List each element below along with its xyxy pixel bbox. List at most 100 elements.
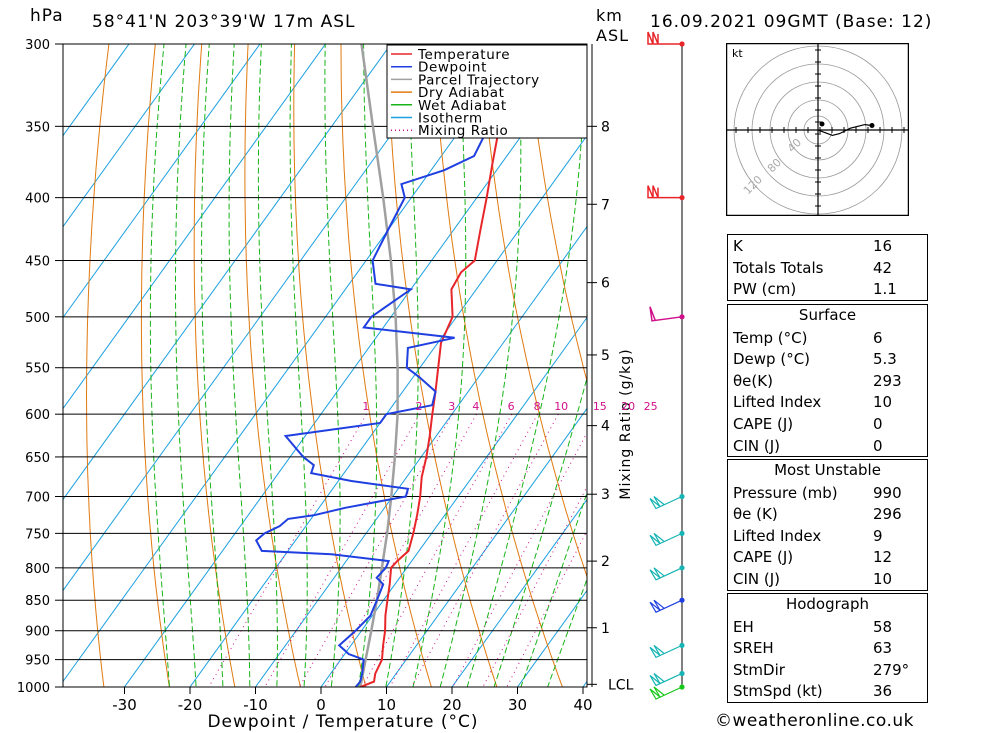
mixing-ratio-label: 1 — [362, 400, 369, 413]
hodo-stat-key: SREH — [733, 639, 774, 658]
wind-barb — [649, 597, 685, 613]
index-row: Totals Totals 42 — [728, 257, 927, 279]
mu-key: θe (K) — [733, 505, 778, 524]
dry-adiabat-line — [193, 44, 236, 687]
pressure-tick-label: 450 — [25, 255, 50, 270]
surface-row: CAPE (J) 0 — [728, 413, 927, 435]
pressure-tick-label: 300 — [25, 38, 50, 53]
mixing-ratio-label: 10 — [554, 400, 568, 413]
mixing-ratio-line — [324, 413, 477, 687]
isotherm-line — [63, 44, 130, 137]
mixing-ratio-label: 6 — [508, 400, 515, 413]
temp-tick-label: 20 — [442, 696, 461, 714]
hodograph-trace — [817, 123, 873, 137]
km-tick-label: 5 — [601, 348, 610, 364]
surface-row: CIN (J) 0 — [728, 435, 927, 457]
mu-row: CAPE (J) 12 — [728, 546, 927, 568]
isotherm-line — [254, 225, 587, 687]
wet-adiabat-line — [520, 491, 587, 687]
legend-label: Parcel Trajectory — [418, 72, 540, 88]
hodo-stat-row: EH 58 — [728, 616, 927, 638]
index-row: K 16 — [728, 235, 927, 257]
legend-label: Dewpoint — [418, 60, 487, 76]
pressure-tick-label: 550 — [25, 362, 50, 377]
km-tick-label: 1 — [601, 621, 610, 637]
index-key: K — [733, 237, 743, 255]
surface-key: CIN (J) — [733, 436, 781, 455]
dry-adiabat-line — [944, 44, 1000, 687]
wet-adiabat-line — [257, 44, 278, 687]
hodograph-endpoint — [869, 123, 875, 128]
pressure-tick-label: 350 — [25, 120, 50, 135]
surface-table: Surface Temp (°C) 6 Dewp (°C) 5.3 θe(K) 293 Li… — [727, 304, 928, 458]
surface-value: 5.3 — [873, 350, 897, 369]
wet-adiabat-line — [412, 44, 467, 687]
hodo-stat-value: 36 — [873, 682, 893, 701]
hodo-stat-value: 279° — [873, 660, 910, 679]
mu-value: 9 — [873, 526, 883, 545]
mu-key: Lifted Index — [733, 526, 822, 545]
x-axis-title: Dewpoint / Temperature (°C) — [207, 712, 478, 732]
wind-barb — [649, 642, 685, 659]
index-key: PW (cm) — [733, 280, 797, 299]
mu-row: CIN (J) 10 — [728, 568, 927, 590]
unit-asl-label: ASL — [596, 26, 630, 45]
index-row: PW (cm) 1.1 — [728, 278, 927, 300]
most-unstable-title: Most Unstable — [774, 461, 881, 479]
isotherm-line — [63, 44, 65, 46]
isotherm-line — [63, 44, 261, 319]
legend-box — [386, 44, 588, 139]
wind-barb — [649, 493, 685, 510]
location-title: 58°41'N 203°39'W 17m ASL — [92, 12, 356, 32]
mu-key: CIN (J) — [733, 569, 781, 588]
surface-value: 0 — [873, 414, 883, 433]
pressure-tick-label: 850 — [25, 594, 50, 609]
legend-label: Isotherm — [418, 111, 483, 127]
isotherm-line — [63, 44, 392, 501]
unit-km-label: km — [596, 6, 623, 25]
unit-hpa-label: hPa — [30, 6, 64, 26]
mu-value: 296 — [873, 505, 902, 524]
surface-value: 10 — [873, 393, 893, 412]
isotherm-line — [63, 44, 196, 228]
dry-adiabat-line — [526, 44, 587, 384]
pressure-tick-label: 800 — [25, 562, 50, 577]
pressure-tick-label: 600 — [25, 408, 50, 423]
temp-tick-label: 0 — [316, 696, 326, 714]
temp-tick-label: -30 — [112, 696, 137, 714]
mu-value: 990 — [873, 483, 902, 502]
mu-row: θe (K) 296 — [728, 503, 927, 525]
wet-adiabat-line — [149, 44, 171, 687]
wet-adiabat-line — [547, 577, 587, 687]
km-tick-label: 2 — [601, 554, 610, 570]
hodo-stat-value: 58 — [873, 617, 893, 636]
wind-barb — [649, 684, 685, 700]
temp-tick-label: 30 — [508, 696, 527, 714]
km-tick-label: 4 — [601, 419, 610, 435]
mu-key: Pressure (mb) — [733, 483, 838, 502]
mixing-ratio-label: 3 — [448, 400, 455, 413]
pressure-tick-label: 400 — [25, 192, 50, 207]
hodo-stat-row: SREH 63 — [728, 637, 927, 659]
hodo-stat-row: StmSpd (kt) 36 — [728, 680, 927, 702]
dry-adiabat-line — [85, 44, 110, 687]
wet-adiabat-line — [228, 44, 251, 687]
hodo-stat-key: StmSpd (kt) — [733, 682, 823, 701]
dry-adiabat-line — [293, 44, 367, 687]
credit-link[interactable]: ©weatheronline.co.uk — [715, 711, 915, 731]
surface-row: Temp (°C) 6 — [728, 327, 927, 349]
pressure-tick-label: 650 — [25, 451, 50, 466]
mu-value: 10 — [873, 569, 893, 588]
temperature-line — [359, 44, 510, 687]
hodo-stat-key: StmDir — [733, 660, 785, 679]
wet-adiabat-line — [175, 44, 197, 687]
pressure-tick-label: 900 — [25, 625, 50, 640]
mixing-ratio-label: 15 — [593, 400, 607, 413]
plot-frame — [62, 43, 588, 688]
index-value: 42 — [873, 258, 893, 277]
legend-label: Temperature — [417, 47, 510, 63]
pressure-tick-label: 500 — [25, 311, 50, 326]
index-key: Totals Totals — [733, 258, 824, 277]
dry-adiabat-line — [244, 44, 301, 687]
